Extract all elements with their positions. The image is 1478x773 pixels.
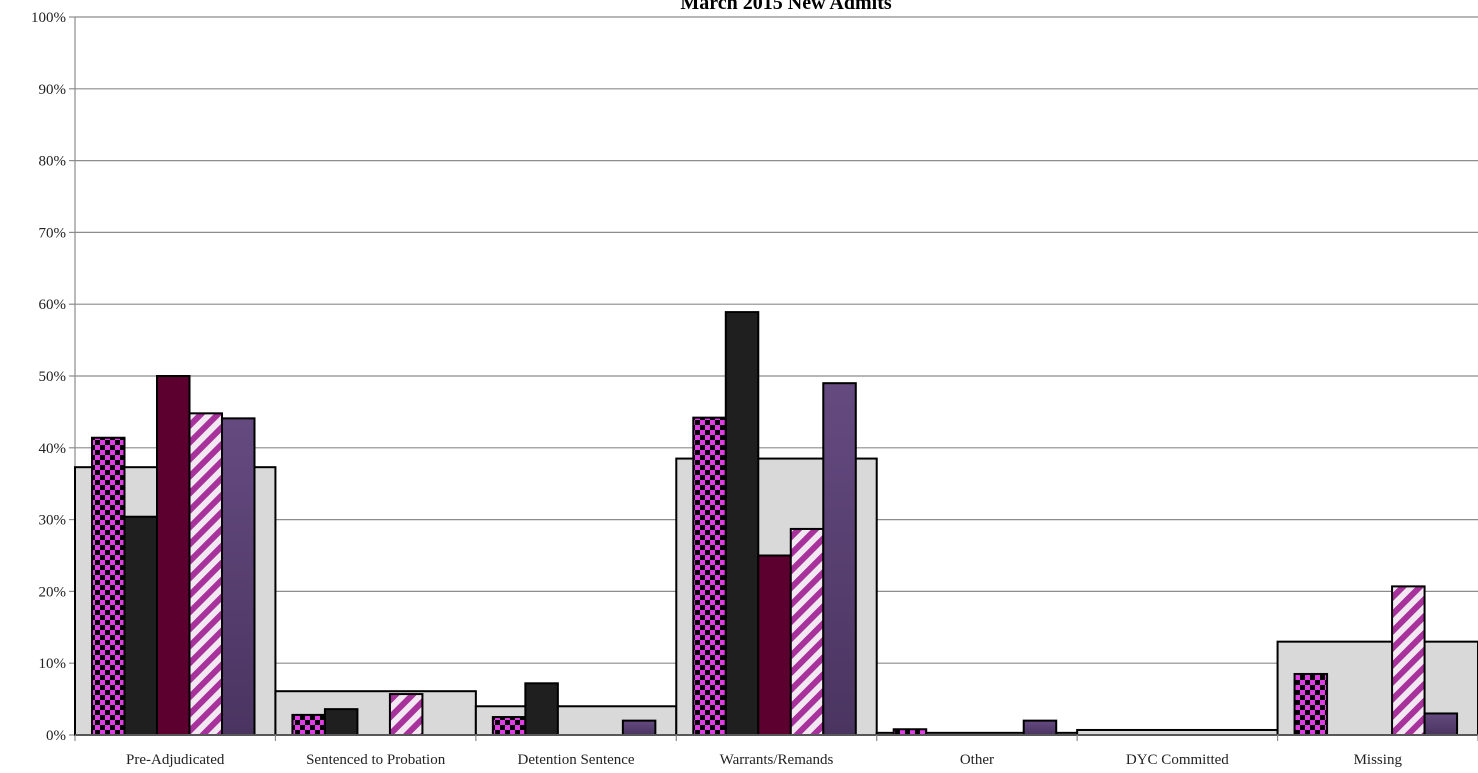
y-tick-label: 90% (39, 82, 67, 98)
x-axis: Pre-Adjudicated Sentenced to Probation Det… (74, 734, 1478, 768)
chart-title: March 2015 New Admits (680, 0, 891, 14)
y-tick-label: 60% (39, 297, 67, 313)
y-tick-label: 70% (39, 225, 67, 241)
y-axis: 0% 10% 20% 30% 40% 50% 60% 70% 80% 90% 100% (31, 10, 76, 744)
bar (621, 719, 657, 737)
x-tick-label: Sentenced to Probation (306, 752, 446, 768)
y-tick-label: 100% (31, 10, 66, 26)
x-tick-label: Missing (1354, 752, 1403, 768)
bar (188, 412, 223, 736)
bar (323, 708, 359, 736)
bar (692, 416, 727, 736)
y-tick-label: 10% (39, 656, 67, 672)
background-bar (1076, 728, 1279, 736)
bar (892, 728, 928, 736)
y-tick-label: 80% (39, 154, 67, 170)
bar (291, 713, 326, 736)
bar (757, 554, 792, 736)
x-tick-label: Warrants/Remands (720, 752, 834, 768)
bar (123, 515, 158, 737)
bar (524, 682, 559, 737)
bar (789, 527, 825, 737)
y-tick-label: 50% (39, 369, 67, 385)
bar (1022, 719, 1058, 737)
bar (156, 375, 191, 736)
y-tick-label: 40% (39, 441, 67, 457)
bar (724, 311, 760, 736)
bar (1391, 585, 1426, 737)
y-tick-label: 20% (39, 584, 67, 600)
y-tick-label: 0% (46, 728, 66, 744)
gridlines (75, 16, 1478, 664)
bar (221, 417, 256, 736)
bar (1423, 712, 1459, 737)
bar (91, 436, 126, 736)
x-tick-label: Other (960, 752, 994, 768)
y-tick-label: 30% (39, 513, 67, 529)
x-tick-label: Detention Sentence (518, 752, 635, 768)
bar (822, 382, 857, 736)
bar (491, 716, 527, 736)
bar (1293, 672, 1329, 736)
x-tick-label: Pre-Adjudicated (126, 752, 225, 768)
x-tick-label: DYC Committed (1126, 752, 1229, 768)
series-bars (91, 311, 1459, 737)
bar (388, 693, 424, 736)
